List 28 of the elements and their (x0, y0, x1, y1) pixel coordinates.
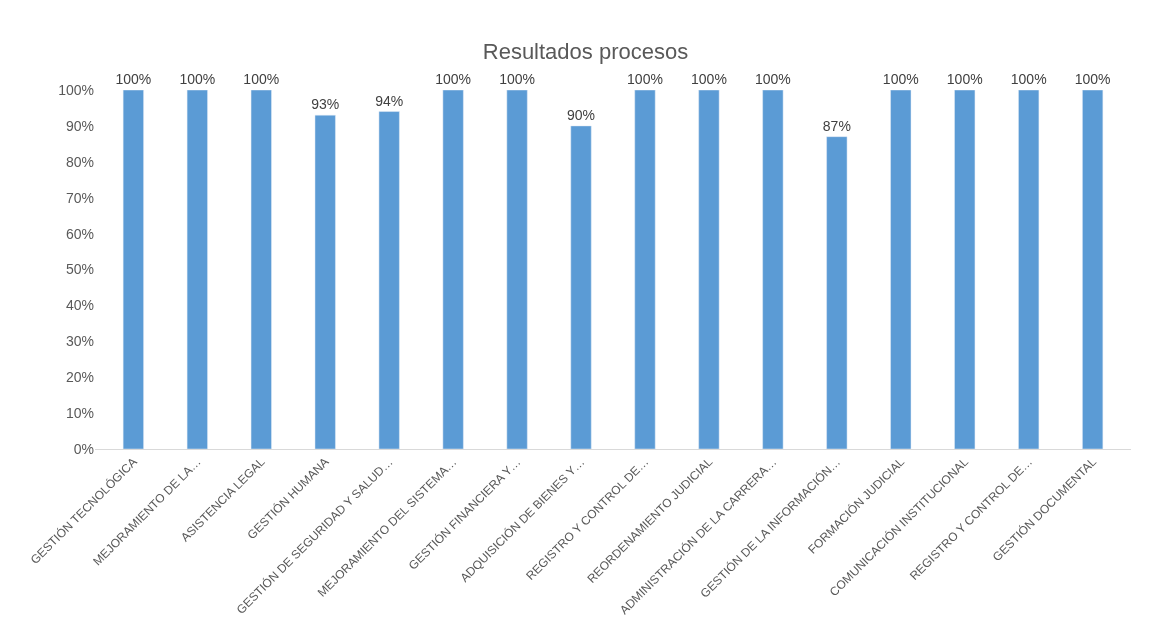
y-tick-label: 20% (65, 369, 94, 386)
y-tick-label: 0% (73, 440, 94, 457)
y-tick-label: 70% (65, 189, 94, 206)
data-label: 100% (435, 71, 472, 87)
data-label: 100% (882, 71, 919, 87)
data-label: 100% (1010, 71, 1047, 87)
data-label: 100% (627, 71, 663, 87)
y-tick-label: 90% (65, 117, 94, 134)
data-label: 100% (179, 71, 216, 87)
y-tick-label: 10% (65, 405, 94, 421)
data-label: 87% (822, 117, 851, 134)
chart-title: Resultados procesos (482, 39, 689, 65)
y-tick-label: 100% (58, 81, 94, 98)
data-label: 100% (754, 71, 791, 87)
y-tick-label: 60% (65, 225, 94, 242)
data-label: 94% (375, 92, 404, 109)
data-label: 90% (567, 106, 596, 123)
y-tick-label: 40% (65, 297, 94, 314)
data-label: 100% (243, 71, 280, 87)
data-label: 100% (115, 71, 152, 87)
data-label: 100% (499, 71, 535, 87)
y-tick-label: 80% (65, 153, 94, 170)
data-label: 100% (1074, 71, 1111, 87)
data-label: 100% (691, 71, 727, 87)
y-tick-label: 50% (65, 261, 94, 278)
data-label: 93% (311, 96, 340, 113)
y-tick-label: 30% (65, 333, 94, 350)
data-label: 100% (946, 71, 983, 87)
